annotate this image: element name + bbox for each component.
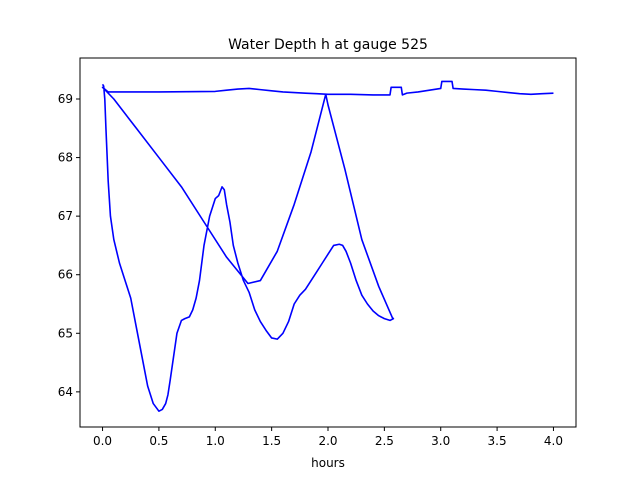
y-tick-label: 69 <box>58 92 73 106</box>
x-tick-label: 2.0 <box>318 434 337 448</box>
y-tick-label: 67 <box>58 209 73 223</box>
y-tick-label: 68 <box>58 151 73 165</box>
x-tick-label: 3.5 <box>488 434 507 448</box>
x-axis-label: hours <box>311 456 345 470</box>
x-tick-label: 0.0 <box>93 434 112 448</box>
x-tick-label: 0.5 <box>149 434 168 448</box>
chart-title: Water Depth h at gauge 525 <box>228 37 428 53</box>
y-tick-label: 65 <box>58 326 73 340</box>
plot-frame <box>79 57 577 428</box>
x-axis: 0.0 0.5 1.0 1.5 2.0 2.5 3.0 3.5 4.0 <box>93 427 563 448</box>
x-tick-label: 1.0 <box>206 434 225 448</box>
y-axis: 64 65 66 67 68 69 <box>58 92 80 399</box>
x-tick-label: 1.5 <box>262 434 281 448</box>
x-tick-label: 2.5 <box>375 434 394 448</box>
series-line-0 <box>101 80 554 412</box>
y-tick-label: 64 <box>58 385 73 399</box>
x-tick-label: 3.0 <box>431 434 450 448</box>
series-layer <box>101 80 554 412</box>
y-tick-label: 66 <box>58 268 73 282</box>
x-tick-label: 4.0 <box>544 434 563 448</box>
